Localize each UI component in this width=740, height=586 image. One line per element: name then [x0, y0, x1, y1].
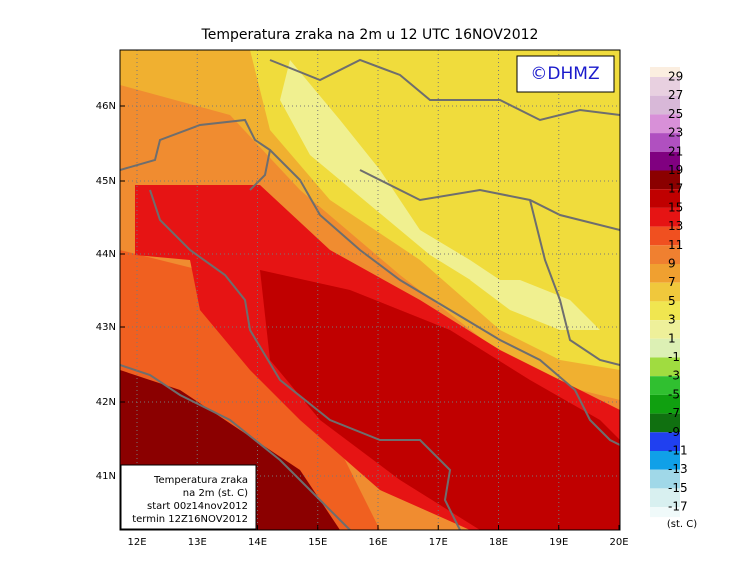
lat-label: 42N [96, 397, 116, 408]
colorbar-label: 15 [668, 200, 683, 214]
lon-label: 15E [308, 537, 327, 548]
colorbar-box [650, 301, 680, 321]
colorbar-box [650, 189, 680, 208]
colorbar-box [650, 95, 680, 115]
colorbar-box [650, 151, 680, 171]
colorbar-label: 7 [668, 275, 676, 289]
colorbar-label: 1 [668, 331, 676, 345]
colorbar-box [650, 133, 680, 152]
lat-label: 41N [96, 471, 116, 482]
colorbar-label: -17 [668, 500, 688, 514]
colorbar-label: -15 [668, 481, 688, 495]
lat-label: 45N [96, 176, 116, 187]
colorbar-box [650, 67, 680, 77]
lat-label: 44N [96, 249, 116, 260]
plot-frame [119, 49, 621, 531]
lon-label: 16E [368, 537, 387, 548]
colorbar-label: 25 [668, 107, 683, 121]
lat-label: 43N [96, 322, 116, 333]
lon-label: 14E [248, 537, 267, 548]
colorbar-box [650, 432, 680, 451]
colorbar-label: 11 [668, 238, 683, 252]
info-text: Temperatura zraka na 2m (st. C) start 00z1… [132, 475, 248, 525]
info-line: start 00z14nov2012 [147, 501, 248, 512]
colorbar: 29 27 25 23 21 19 17 15 13 11 9 7 5 3 1 -1 -3 -5 -7 -9 -11 -1… [650, 67, 688, 518]
info-line: na 2m (st. C) [183, 488, 248, 499]
colorbar-label: 9 [668, 257, 676, 271]
lon-label: 13E [188, 537, 207, 548]
colorbar-label: 17 [668, 182, 683, 196]
temperature-field [120, 50, 620, 530]
colorbar-label: 21 [668, 144, 683, 158]
colorbar-label: -5 [668, 387, 680, 401]
colorbar-label: -3 [668, 369, 680, 383]
colorbar-box [650, 376, 680, 395]
info-line: termin 12Z16NOV2012 [132, 514, 248, 525]
colorbar-box [650, 320, 680, 339]
colorbar-box [650, 226, 680, 246]
colorbar-box [650, 507, 680, 518]
colorbar-box [650, 357, 680, 377]
colorbar-label: 19 [668, 163, 683, 177]
colorbar-box [650, 207, 680, 227]
colorbar-label: 27 [668, 88, 683, 102]
colorbar-label: -1 [668, 350, 680, 364]
colorbar-box [650, 170, 680, 190]
colorbar-box [650, 264, 680, 283]
colorbar-label: 23 [668, 126, 683, 140]
lon-label: 17E [429, 537, 448, 548]
colorbar-label: 3 [668, 313, 676, 327]
info-line: Temperatura zraka [153, 475, 248, 486]
colorbar-box [650, 77, 680, 96]
colorbar-box [650, 413, 680, 433]
colorbar-box [650, 469, 680, 489]
title: Temperatura zraka na 2m u 12 UTC 16NOV20… [201, 27, 539, 43]
colorbar-box [650, 338, 680, 358]
lon-label: 18E [489, 537, 508, 548]
colorbar-box [650, 451, 680, 470]
colorbar-box [650, 488, 680, 508]
colorbar-label: -13 [668, 462, 688, 476]
info-box [120, 464, 257, 530]
colorbar-box [650, 394, 680, 414]
colorbar-box [650, 282, 680, 302]
colorbar-label: 13 [668, 219, 683, 233]
lon-label: 12E [127, 537, 146, 548]
colorbar-label: -11 [668, 444, 688, 458]
colorbar-label: 29 [668, 70, 683, 84]
copyright-box [516, 55, 615, 93]
lon-label: 20E [609, 537, 628, 548]
colorbar-label: -9 [668, 425, 680, 439]
colorbar-box [650, 245, 680, 264]
colorbar-label: 5 [668, 294, 676, 308]
colorbar-box [650, 114, 680, 134]
lat-label: 46N [96, 101, 116, 112]
colorbar-label: -7 [668, 406, 680, 420]
lon-label: 19E [549, 537, 568, 548]
legend-unit: (st. C) [667, 519, 697, 530]
copyright: ©DHMZ [530, 64, 599, 84]
